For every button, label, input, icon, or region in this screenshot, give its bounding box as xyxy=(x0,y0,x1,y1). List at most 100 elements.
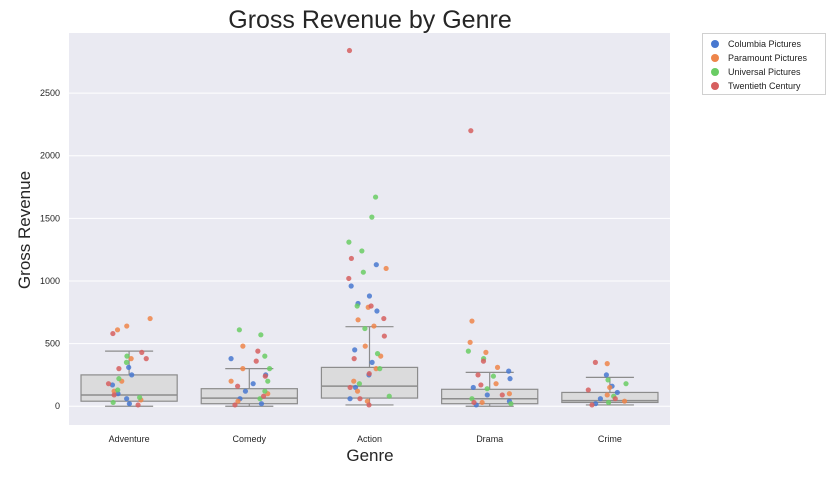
x-tick-label: Comedy xyxy=(233,434,267,444)
data-point xyxy=(105,381,112,387)
data-point xyxy=(360,269,366,275)
box-iqr xyxy=(80,374,178,402)
data-point xyxy=(357,396,363,402)
data-point xyxy=(493,381,499,387)
data-point xyxy=(253,358,259,364)
data-point xyxy=(147,315,153,322)
y-axis-label: Gross Revenue xyxy=(15,171,34,289)
data-point xyxy=(372,194,379,200)
data-point xyxy=(228,378,234,384)
legend-label: Universal Pictures xyxy=(728,67,801,77)
data-point xyxy=(348,255,355,262)
box-comedy xyxy=(200,368,298,407)
data-point xyxy=(116,366,122,372)
legend-item: Universal Pictures xyxy=(711,65,825,79)
data-point xyxy=(126,364,132,370)
data-point xyxy=(362,325,368,332)
data-point xyxy=(373,366,379,372)
data-point xyxy=(129,372,135,378)
data-point xyxy=(499,392,505,398)
data-point xyxy=(478,382,484,388)
data-point xyxy=(369,214,375,220)
data-point xyxy=(469,318,475,324)
data-point xyxy=(137,394,143,401)
x-tick-label: Adventure xyxy=(109,434,150,444)
data-point xyxy=(255,348,261,354)
data-point xyxy=(597,396,604,402)
data-point xyxy=(242,388,249,394)
data-point xyxy=(261,393,267,399)
data-point xyxy=(371,323,377,329)
data-point xyxy=(240,343,246,349)
data-point xyxy=(494,364,501,370)
data-point xyxy=(250,381,256,387)
y-tick-label: 1500 xyxy=(40,213,60,223)
data-point xyxy=(374,351,381,357)
x-tick-label: Action xyxy=(357,434,382,444)
data-point xyxy=(351,356,357,362)
data-point xyxy=(604,392,610,398)
data-point xyxy=(114,327,121,333)
data-point xyxy=(347,384,353,391)
data-point xyxy=(124,353,130,359)
data-point xyxy=(143,356,149,362)
y-tick-label: 0 xyxy=(55,401,60,411)
data-point xyxy=(111,392,117,398)
data-point xyxy=(352,347,358,353)
data-point xyxy=(109,382,116,388)
data-point xyxy=(366,293,373,299)
data-point xyxy=(346,239,352,245)
data-point xyxy=(483,349,489,355)
y-tick-label: 1000 xyxy=(40,276,60,286)
data-point xyxy=(359,248,365,254)
strip-points xyxy=(105,47,629,408)
data-point xyxy=(240,366,246,372)
data-point xyxy=(362,343,368,349)
data-point xyxy=(605,377,611,383)
data-point xyxy=(115,387,121,393)
data-point xyxy=(354,303,360,309)
data-point xyxy=(124,396,130,402)
data-point xyxy=(124,323,130,329)
legend-label: Columbia Pictures xyxy=(728,39,802,49)
data-point xyxy=(484,392,490,398)
data-point xyxy=(612,396,618,402)
legend-marker xyxy=(711,40,719,48)
data-point xyxy=(128,356,134,362)
data-point xyxy=(346,275,352,282)
data-point xyxy=(468,128,474,134)
box-action xyxy=(320,326,419,406)
y-tick-label: 2000 xyxy=(40,151,60,161)
x-axis-label: Genre xyxy=(346,446,393,465)
legend-marker xyxy=(711,68,719,76)
legend-marker xyxy=(711,82,719,90)
data-point xyxy=(484,386,490,392)
data-point xyxy=(621,398,628,404)
data-point xyxy=(366,371,372,377)
data-point xyxy=(366,402,372,408)
data-point xyxy=(232,402,238,408)
x-tick-label: Drama xyxy=(476,434,503,444)
legend-marker xyxy=(711,54,719,62)
data-point xyxy=(262,373,268,379)
data-point xyxy=(235,398,241,404)
data-point xyxy=(346,47,353,54)
data-point xyxy=(373,262,379,268)
data-point xyxy=(508,401,514,407)
data-point xyxy=(116,376,122,382)
data-point xyxy=(585,387,591,393)
chart-title: Gross Revenue by Genre xyxy=(228,6,511,34)
legend-label: Paramount Pictures xyxy=(728,53,808,63)
data-point xyxy=(355,317,361,323)
data-point xyxy=(135,402,141,408)
data-point xyxy=(228,356,234,362)
data-point xyxy=(347,396,353,402)
data-point xyxy=(480,358,487,364)
data-point xyxy=(604,361,610,367)
data-point xyxy=(467,339,473,345)
data-point xyxy=(377,366,383,372)
data-point xyxy=(465,348,471,354)
data-point xyxy=(614,389,620,396)
data-point xyxy=(381,333,387,339)
data-point xyxy=(348,283,354,289)
